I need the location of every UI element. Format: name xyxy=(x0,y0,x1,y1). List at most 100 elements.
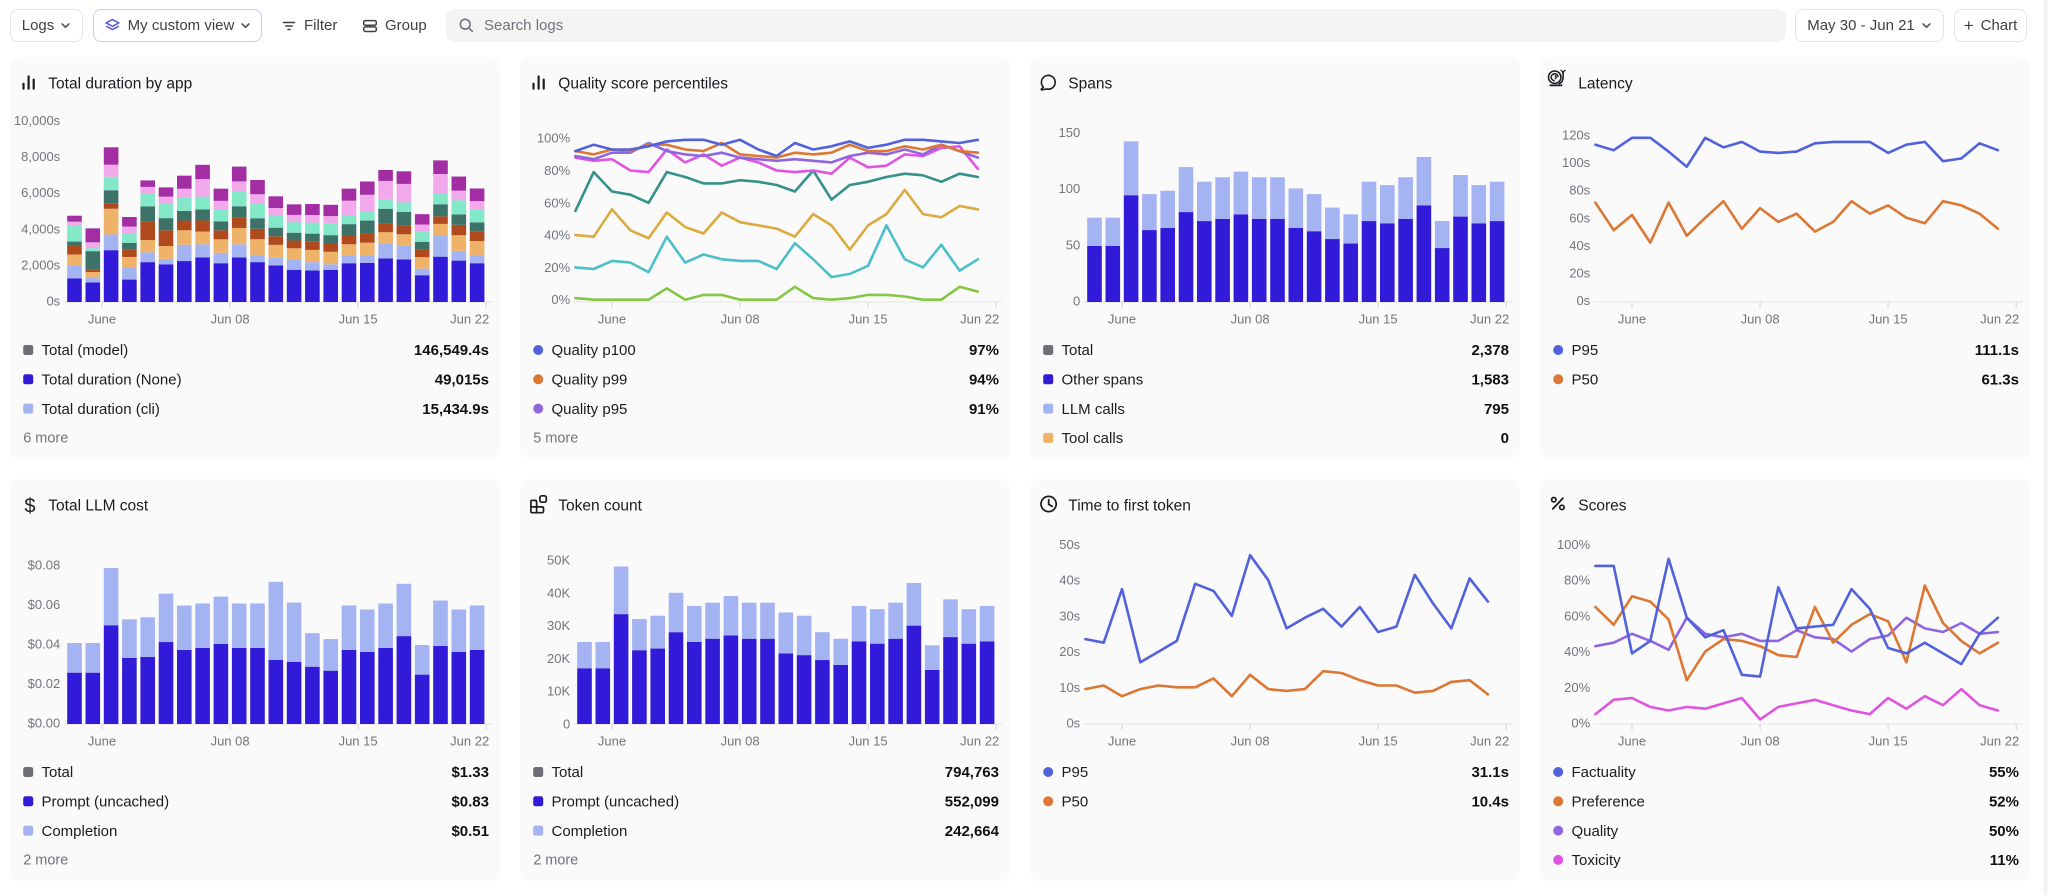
svg-text:Jun 15: Jun 15 xyxy=(339,312,378,327)
svg-text:10,000s: 10,000s xyxy=(14,113,61,128)
svg-text:Jun 22: Jun 22 xyxy=(1470,734,1509,749)
svg-text:146,549.4s: 146,549.4s xyxy=(414,342,489,359)
svg-text:Time to first token: Time to first token xyxy=(1068,498,1191,515)
svg-text:Token count: Token count xyxy=(558,498,642,515)
svg-text:80%: 80% xyxy=(544,163,570,178)
svg-text:Jun 15: Jun 15 xyxy=(1869,312,1908,327)
svg-text:$0.04: $0.04 xyxy=(28,637,61,652)
svg-text:P50: P50 xyxy=(1572,372,1599,389)
svg-text:Completion: Completion xyxy=(42,823,118,840)
svg-text:June: June xyxy=(598,734,626,749)
svg-text:Completion: Completion xyxy=(552,823,628,840)
svg-text:Quality score percentiles: Quality score percentiles xyxy=(558,76,728,93)
svg-text:55%: 55% xyxy=(1989,764,2019,781)
svg-text:Jun 22: Jun 22 xyxy=(1980,734,2019,749)
svg-text:0s: 0s xyxy=(46,294,60,309)
svg-text:6 more: 6 more xyxy=(23,431,68,447)
svg-text:Jun 22: Jun 22 xyxy=(1470,312,1509,327)
svg-text:Jun 22: Jun 22 xyxy=(450,312,489,327)
svg-text:2,378: 2,378 xyxy=(1471,342,1509,359)
svg-text:P95: P95 xyxy=(1062,764,1089,781)
svg-text:552,099: 552,099 xyxy=(945,794,999,811)
svg-text:40%: 40% xyxy=(544,228,570,243)
svg-text:5 more: 5 more xyxy=(533,431,578,447)
svg-text:Jun 15: Jun 15 xyxy=(1359,312,1398,327)
svg-text:795: 795 xyxy=(1484,401,1509,418)
svg-text:40s: 40s xyxy=(1569,238,1590,253)
svg-text:91%: 91% xyxy=(969,401,999,418)
svg-text:0: 0 xyxy=(563,717,570,732)
svg-text:June: June xyxy=(88,312,116,327)
svg-text:60%: 60% xyxy=(544,195,570,210)
svg-text:Spans: Spans xyxy=(1068,76,1112,93)
svg-text:Factuality: Factuality xyxy=(1572,764,1637,781)
svg-text:Jun 22: Jun 22 xyxy=(450,734,489,749)
svg-text:Total duration (cli): Total duration (cli) xyxy=(42,401,160,418)
svg-text:$0.51: $0.51 xyxy=(451,823,489,840)
svg-text:June: June xyxy=(1618,734,1646,749)
svg-text:Jun 08: Jun 08 xyxy=(1231,734,1270,749)
svg-text:Jun 08: Jun 08 xyxy=(1741,734,1780,749)
svg-text:P50: P50 xyxy=(1062,794,1089,811)
svg-text:Latency: Latency xyxy=(1578,76,1633,93)
svg-text:Total LLM cost: Total LLM cost xyxy=(48,498,149,515)
svg-text:0s: 0s xyxy=(1576,293,1590,308)
svg-text:50%: 50% xyxy=(1989,823,2019,840)
svg-text:60s: 60s xyxy=(1569,210,1590,225)
svg-text:Total: Total xyxy=(1062,342,1094,359)
svg-text:120s: 120s xyxy=(1562,128,1591,143)
svg-text:Jun 15: Jun 15 xyxy=(339,734,378,749)
svg-text:June: June xyxy=(598,312,626,327)
svg-text:50s: 50s xyxy=(1059,537,1080,552)
svg-text:50: 50 xyxy=(1066,237,1080,252)
svg-text:Quality p99: Quality p99 xyxy=(552,372,628,389)
svg-text:Quality p100: Quality p100 xyxy=(552,342,636,359)
svg-text:P95: P95 xyxy=(1572,342,1599,359)
svg-text:$: $ xyxy=(24,495,35,517)
svg-text:80%: 80% xyxy=(1564,573,1590,588)
svg-text:100: 100 xyxy=(1058,181,1080,196)
svg-text:0s: 0s xyxy=(1066,716,1080,731)
svg-text:50K: 50K xyxy=(547,553,570,568)
svg-text:Jun 08: Jun 08 xyxy=(211,312,250,327)
svg-text:100%: 100% xyxy=(1557,537,1591,552)
svg-text:Jun 08: Jun 08 xyxy=(211,734,250,749)
svg-text:4,000s: 4,000s xyxy=(21,221,61,236)
svg-text:Jun 15: Jun 15 xyxy=(849,734,888,749)
svg-text:40s: 40s xyxy=(1059,573,1080,588)
svg-text:Jun 22: Jun 22 xyxy=(960,312,999,327)
svg-text:20%: 20% xyxy=(1564,680,1590,695)
svg-text:2,000s: 2,000s xyxy=(21,257,61,272)
svg-text:Jun 22: Jun 22 xyxy=(960,734,999,749)
svg-text:30K: 30K xyxy=(547,618,570,633)
svg-text:49,015s: 49,015s xyxy=(435,372,489,389)
svg-text:100%: 100% xyxy=(537,131,571,146)
svg-text:Total duration by app: Total duration by app xyxy=(48,76,192,93)
svg-text:0%: 0% xyxy=(1571,716,1590,731)
svg-text:June: June xyxy=(1618,312,1646,327)
svg-text:6,000s: 6,000s xyxy=(21,185,61,200)
svg-text:61.3s: 61.3s xyxy=(1981,372,2019,389)
svg-text:Prompt (uncached): Prompt (uncached) xyxy=(552,794,680,811)
svg-text:Total duration (None): Total duration (None) xyxy=(42,372,182,389)
svg-text:June: June xyxy=(1108,312,1136,327)
svg-text:100s: 100s xyxy=(1562,155,1591,170)
svg-text:80s: 80s xyxy=(1569,183,1590,198)
svg-text:111.1s: 111.1s xyxy=(1975,342,2019,359)
svg-text:10s: 10s xyxy=(1059,680,1080,695)
svg-text:31.1s: 31.1s xyxy=(1471,764,1509,781)
svg-text:$0.06: $0.06 xyxy=(28,597,61,612)
svg-text:LLM calls: LLM calls xyxy=(1062,401,1125,418)
svg-text:Jun 08: Jun 08 xyxy=(1231,312,1270,327)
svg-text:20%: 20% xyxy=(544,260,570,275)
svg-text:Total: Total xyxy=(552,764,584,781)
svg-text:8,000s: 8,000s xyxy=(21,149,61,164)
svg-text:2 more: 2 more xyxy=(23,853,68,869)
svg-text:Jun 08: Jun 08 xyxy=(1741,312,1780,327)
svg-text:52%: 52% xyxy=(1989,794,2019,811)
svg-text:Jun 15: Jun 15 xyxy=(849,312,888,327)
svg-text:$0.00: $0.00 xyxy=(28,716,61,731)
svg-text:0: 0 xyxy=(1073,294,1080,309)
svg-text:Quality: Quality xyxy=(1572,823,1619,840)
svg-text:Tool calls: Tool calls xyxy=(1062,430,1124,447)
